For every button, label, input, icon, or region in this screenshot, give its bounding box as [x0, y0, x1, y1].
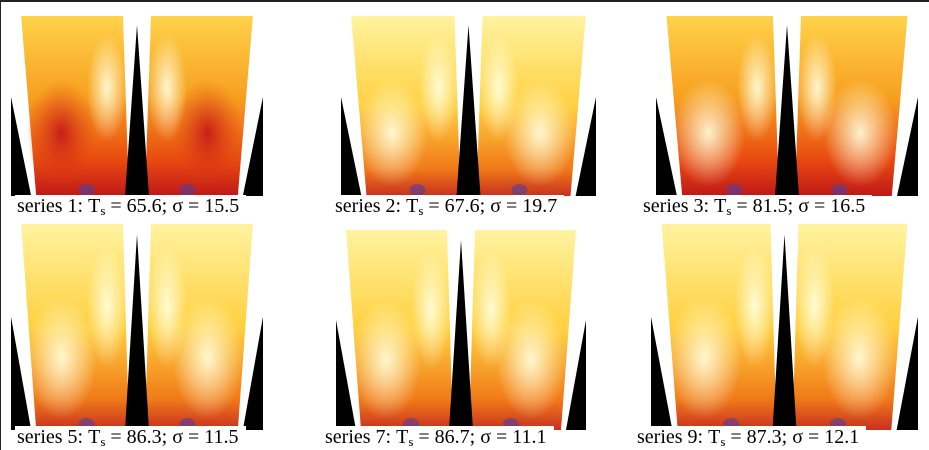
symbol: T	[406, 195, 418, 217]
mid-light	[479, 34, 519, 142]
subscript: s	[726, 203, 731, 218]
symbol: T	[88, 426, 100, 448]
subscript: s	[408, 434, 413, 449]
thermogram	[656, 16, 918, 196]
subscript: s	[100, 203, 105, 218]
symbol: T	[708, 426, 720, 448]
mid-light	[795, 245, 835, 369]
figure: series 1:Ts= 65.6;σ = 15.5series 2:Ts= 6…	[0, 0, 929, 450]
ts-value: = 81.5;	[736, 195, 793, 217]
hot-spot	[351, 300, 421, 420]
sigma-value: σ = 19.7	[490, 195, 557, 217]
series-name: series 5:	[17, 426, 83, 448]
hot-spot	[26, 296, 97, 420]
sigma-value: σ = 12.1	[792, 426, 859, 448]
mid-light	[797, 34, 837, 142]
caption: series 2:Ts = 67.6;σ = 19.7	[333, 195, 564, 219]
hot-spot	[667, 296, 742, 420]
symbol: T	[88, 195, 100, 217]
ts-value: = 87.3;	[730, 426, 787, 448]
sigma-value: σ = 11.5	[172, 426, 238, 448]
caption: series 9:Ts = 87.3;σ = 12.1	[635, 426, 866, 450]
mid-light	[419, 34, 459, 142]
caption: series 5:Ts = 86.3;σ = 11.5	[15, 426, 246, 450]
thermogram	[651, 224, 918, 430]
subscript: s	[720, 434, 725, 449]
thermogram	[341, 16, 596, 196]
series-name: series 2:	[335, 195, 401, 217]
mid-light	[87, 34, 127, 142]
series-name: series 9:	[637, 426, 703, 448]
series-name: series 7:	[325, 426, 391, 448]
ts-value: = 86.7;	[418, 426, 475, 448]
symbol: T	[714, 195, 726, 217]
series-name: series 3:	[643, 195, 709, 217]
ts-value: = 86.3;	[110, 426, 167, 448]
subscript: s	[100, 434, 105, 449]
mid-light	[735, 245, 775, 369]
mid-light	[147, 34, 187, 142]
subscript: s	[418, 203, 423, 218]
mid-light	[471, 250, 511, 370]
thermogram	[11, 16, 263, 196]
sigma-value: σ = 11.1	[480, 426, 546, 448]
ts-value: = 65.6;	[110, 195, 167, 217]
thermograms	[1, 2, 929, 450]
mid-light	[411, 250, 451, 370]
symbol: T	[396, 426, 408, 448]
hot-spot	[672, 79, 745, 187]
series-name: series 1:	[17, 195, 83, 217]
thermogram	[336, 230, 586, 430]
caption: series 1:Ts = 65.6;σ = 15.5	[15, 195, 246, 219]
caption: series 3:Ts = 81.5;σ = 16.5	[641, 195, 872, 219]
hot-spot	[356, 79, 427, 187]
sigma-value: σ = 15.5	[172, 195, 239, 217]
mid-light	[87, 245, 127, 369]
hot-spot	[26, 79, 97, 187]
caption: series 7:Ts = 86.7;σ = 11.1	[323, 426, 554, 450]
thermogram	[11, 224, 263, 430]
mid-light	[737, 34, 777, 142]
ts-value: = 67.6;	[428, 195, 485, 217]
sigma-value: σ = 16.5	[798, 195, 865, 217]
mid-light	[147, 245, 187, 369]
